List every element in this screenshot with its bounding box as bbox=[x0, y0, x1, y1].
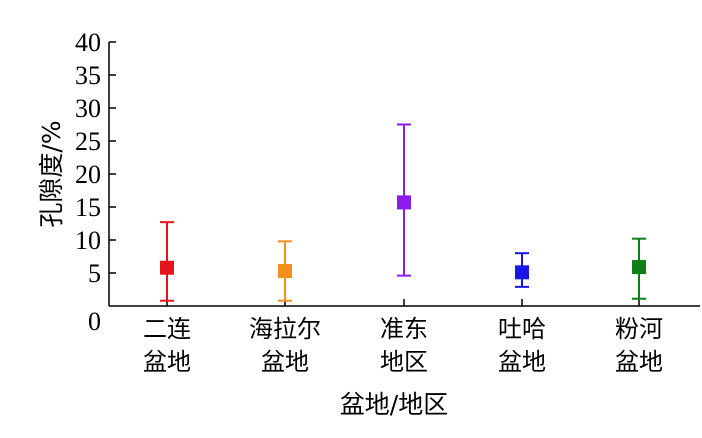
y-tick-label: 30 bbox=[75, 94, 101, 123]
data-marker bbox=[632, 260, 646, 275]
x-axis-title: 盆地/地区 bbox=[340, 390, 448, 419]
y-tick-label: 0 bbox=[88, 307, 101, 336]
y-ticks: 0 5 10 15 20 25 30 35 40 bbox=[75, 28, 116, 336]
x-category-label: 准东地区 bbox=[380, 315, 428, 376]
data-marker bbox=[397, 195, 411, 210]
data-marker bbox=[515, 265, 529, 280]
y-tick-label: 25 bbox=[75, 127, 101, 156]
data-points bbox=[160, 123, 646, 302]
category-point-group bbox=[397, 123, 411, 277]
y-tick-label: 5 bbox=[88, 259, 101, 288]
data-marker bbox=[278, 264, 292, 279]
category-point-group bbox=[278, 240, 292, 302]
data-marker bbox=[160, 260, 174, 275]
y-tick-label: 15 bbox=[75, 193, 101, 222]
x-tick-labels: 二连盆地 海拉尔盆地 准东地区 吐哈盆地 粉河盆地 bbox=[143, 315, 663, 376]
category-point-group bbox=[632, 237, 646, 300]
x-category-label: 海拉尔盆地 bbox=[249, 315, 321, 376]
y-tick-label: 20 bbox=[75, 160, 101, 189]
y-tick-label: 35 bbox=[75, 61, 101, 90]
y-tick-label: 40 bbox=[75, 28, 101, 57]
x-category-label: 二连盆地 bbox=[143, 315, 191, 376]
y-axis-title: 孔隙度/% bbox=[37, 120, 66, 227]
x-category-label: 吐哈盆地 bbox=[498, 315, 546, 376]
category-point-group bbox=[160, 221, 174, 302]
y-tick-label: 10 bbox=[75, 226, 101, 255]
category-point-group bbox=[515, 252, 529, 288]
x-category-label: 粉河盆地 bbox=[615, 315, 663, 376]
